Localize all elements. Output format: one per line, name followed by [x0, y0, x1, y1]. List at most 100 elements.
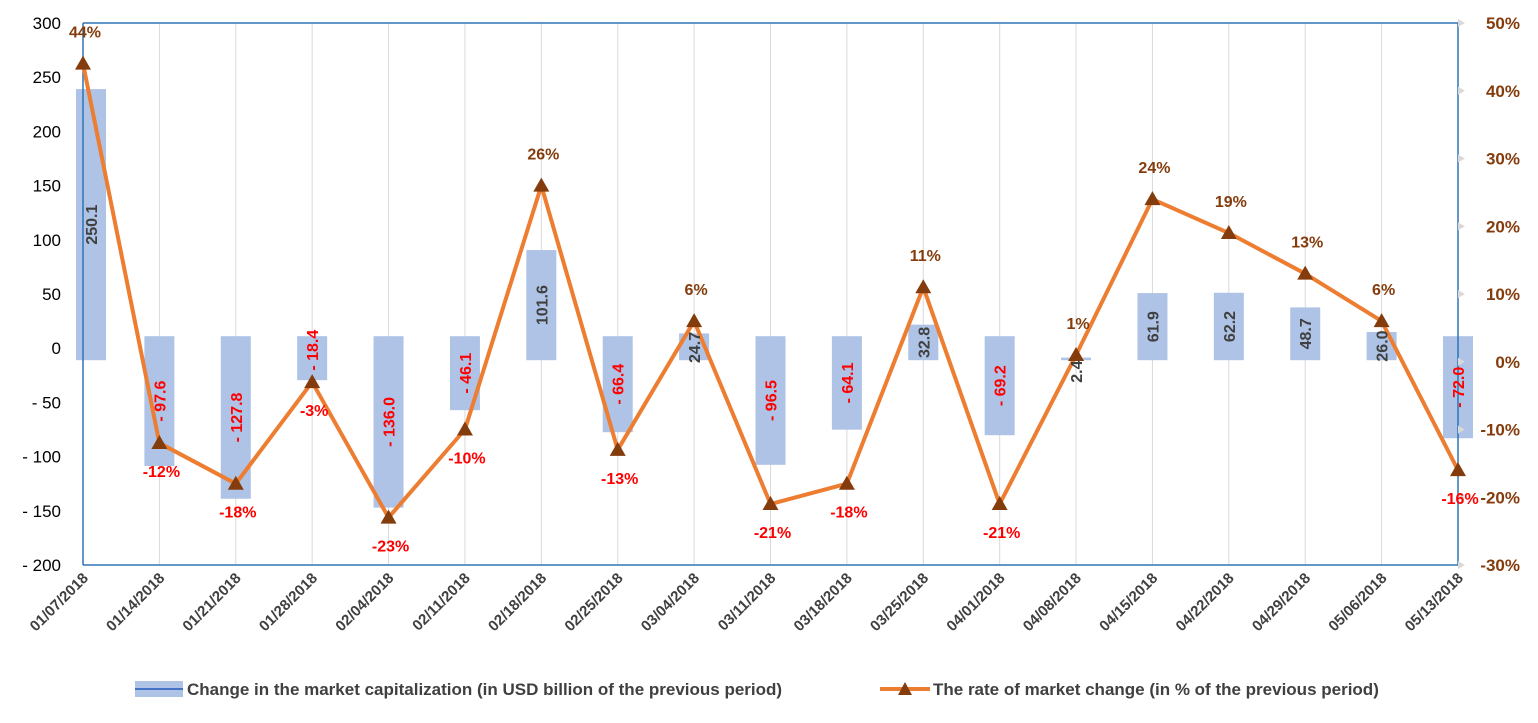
- rate-marker-icon: [456, 421, 473, 436]
- y-right-tick-label: 20%: [1486, 217, 1520, 236]
- rate-marker-icon: [75, 55, 91, 70]
- y-right-tick-mark: [1458, 425, 1465, 434]
- bar: [1137, 293, 1168, 361]
- rate-value-label: -3%: [300, 403, 328, 420]
- x-tick-label: 02/25/2018: [561, 570, 626, 635]
- y-right-tick-label: -30%: [1480, 556, 1520, 575]
- x-tick-label: 04/29/2018: [1249, 570, 1314, 635]
- bar-value-label: - 127.8: [229, 392, 246, 442]
- rate-value-label: -23%: [372, 539, 409, 556]
- x-tick-label: 04/22/2018: [1173, 570, 1238, 635]
- bar: [526, 250, 557, 361]
- rate-value-label: -13%: [601, 471, 638, 488]
- bar-value-label: - 64.1: [840, 362, 857, 403]
- grid-layer: [82, 23, 1459, 565]
- rate-value-label: -16%: [1441, 491, 1478, 508]
- y-right-tick-label: 10%: [1486, 285, 1520, 304]
- y-right-tick-label: 0%: [1495, 353, 1520, 372]
- rate-value-label: -10%: [448, 451, 485, 468]
- bar-value-label: - 136.0: [382, 397, 399, 447]
- bar-layer: [76, 89, 1473, 508]
- rate-marker-icon: [227, 475, 244, 490]
- bar-value-label: 62.2: [1222, 311, 1239, 342]
- y-right-tick-mark: [1458, 357, 1465, 366]
- label-layer: 250.1 - 97.6 - 127.8 - 18.4 - 136.0 - 46.1 101…: [69, 25, 1479, 556]
- rate-value-label: 11%: [910, 248, 941, 265]
- rate-marker-icon: [915, 279, 932, 294]
- rate-marker-icon: [762, 496, 779, 511]
- bar-value-label: 26.0: [1375, 330, 1392, 361]
- rate-marker-icon: [304, 374, 321, 389]
- legend-line-marker-icon: [898, 682, 912, 695]
- rate-value-label: 44%: [69, 25, 101, 42]
- y-right-tick-mark: [1458, 290, 1465, 298]
- y-left-tick-label: - 200: [22, 556, 61, 575]
- rate-marker-icon: [380, 509, 397, 524]
- rate-value-label: -18%: [219, 505, 256, 522]
- bar-value-label: 101.6: [534, 285, 551, 325]
- bar-value-label: - 72.0: [1451, 367, 1468, 408]
- rate-value-label: 6%: [1372, 282, 1395, 299]
- rate-value-label: 19%: [1215, 194, 1247, 211]
- x-tick-label: 03/04/2018: [638, 570, 703, 635]
- x-tick-label: 01/14/2018: [103, 570, 168, 635]
- rate-marker-icon: [1450, 462, 1466, 477]
- x-tick-label: 03/18/2018: [791, 570, 856, 635]
- bar-value-label: - 66.4: [611, 364, 628, 405]
- x-tick-label: 01/28/2018: [256, 570, 321, 635]
- bar: [1213, 292, 1244, 361]
- bar: [755, 336, 786, 465]
- rate-value-label: 13%: [1291, 235, 1323, 252]
- bar-value-label: - 46.1: [458, 353, 475, 394]
- rate-marker-icon: [838, 475, 855, 490]
- rate-marker-icon: [1220, 225, 1237, 240]
- rate-value-label: -21%: [983, 525, 1020, 542]
- rate-marker-icon: [1297, 265, 1314, 280]
- y-left-tick-label: - 150: [22, 502, 61, 521]
- rate-value-label: -12%: [143, 464, 180, 481]
- rate-marker-icon: [533, 177, 550, 192]
- bar-value-label: 32.8: [916, 327, 933, 358]
- x-tick-label: 02/11/2018: [409, 570, 474, 635]
- bar: [297, 336, 328, 381]
- rate-marker-icon: [1144, 191, 1161, 206]
- x-tick-label: 01/07/2018: [27, 570, 92, 635]
- x-tick-label: 03/25/2018: [867, 570, 932, 635]
- rate-marker-icon: [609, 441, 626, 456]
- y-right-tick-mark: [1458, 86, 1465, 95]
- bar-value-label: - 69.2: [993, 365, 1010, 406]
- rate-value-label: 24%: [1138, 160, 1170, 177]
- y-left-tick-label: 50: [42, 285, 61, 304]
- y-left-tick-label: 100: [33, 231, 61, 250]
- bar-value-label: - 96.5: [764, 380, 781, 421]
- bar-value-label: 2.4: [1069, 360, 1086, 382]
- y-left-tick-label: 0: [52, 339, 61, 358]
- bar-value-label: 24.7: [687, 332, 704, 363]
- bar-value-label: - 97.6: [152, 381, 169, 422]
- line-layer: [75, 55, 1466, 524]
- rate-marker-icon: [151, 435, 168, 450]
- y-right-tick-label: 30%: [1486, 150, 1520, 169]
- bar-value-label: 250.1: [84, 205, 101, 245]
- bar: [908, 324, 939, 361]
- y-left-tick-label: - 100: [22, 448, 61, 467]
- y-right-tick-label: -20%: [1480, 488, 1520, 507]
- y-left-tick-label: 200: [33, 122, 61, 141]
- y-right-tick-mark: [1458, 561, 1465, 569]
- rate-value-label: 1%: [1066, 316, 1089, 333]
- y-right-tick-mark: [1458, 154, 1465, 163]
- rate-value-label: 26%: [527, 147, 559, 164]
- bar: [831, 336, 862, 430]
- bar: [1290, 307, 1321, 361]
- x-tick-label: 04/15/2018: [1096, 570, 1161, 635]
- y-right-tick-mark: [1458, 493, 1465, 502]
- y-left-tick-label: - 50: [32, 393, 61, 412]
- y-right-tick-label: -10%: [1480, 421, 1520, 440]
- legend-bar-label: Change in the market capitalization (in …: [187, 680, 782, 699]
- y-right-tick-label: 50%: [1486, 14, 1520, 33]
- y-left-tick-label: 300: [33, 14, 61, 33]
- y-right-tick-label: 40%: [1486, 82, 1520, 101]
- x-tick-label: 05/13/2018: [1402, 570, 1467, 635]
